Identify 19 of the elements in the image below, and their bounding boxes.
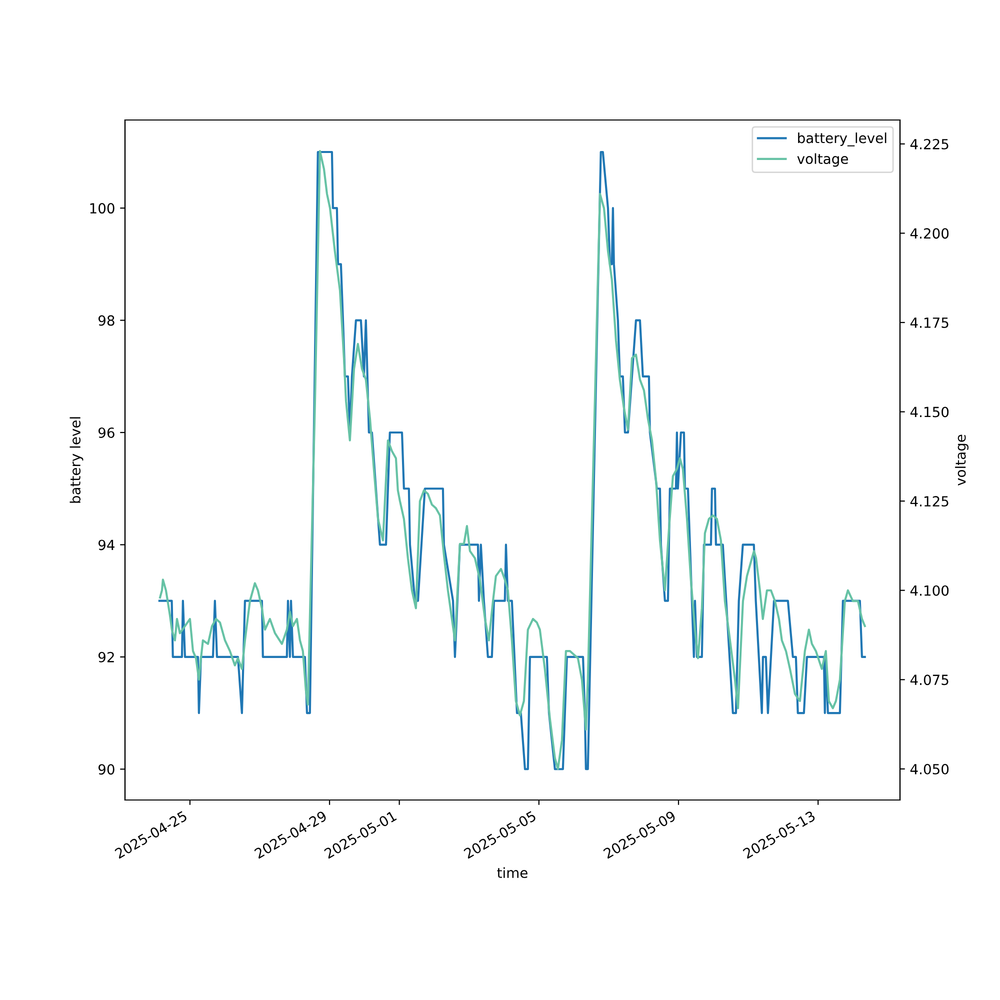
y2-axis-title: voltage [955,434,968,486]
y2-tick-label: 4.200 [910,228,949,239]
y2-tick-label: 4.100 [910,585,949,596]
y-tick-label: 96 [98,427,114,438]
y2-tick-label: 4.150 [910,406,949,418]
y-tick-label: 90 [98,764,114,775]
legend-label: voltage [797,153,848,167]
y-tick-label: 98 [98,315,114,326]
y-tick-label: 94 [98,540,114,550]
y2-tick-label: 4.050 [910,764,949,774]
y-tick-label: 92 [98,652,114,662]
y2-tick-label: 4.125 [910,496,948,507]
y2-tick-label: 4.225 [910,138,948,150]
y2-tick-label: 4.175 [910,318,948,328]
y-tick-label: 100 [90,203,114,214]
y-axis-title: battery level [70,417,84,503]
legend-label: battery_level [798,132,886,146]
x-axis-title: time [497,867,528,878]
y2-tick-label: 4.075 [910,674,948,686]
